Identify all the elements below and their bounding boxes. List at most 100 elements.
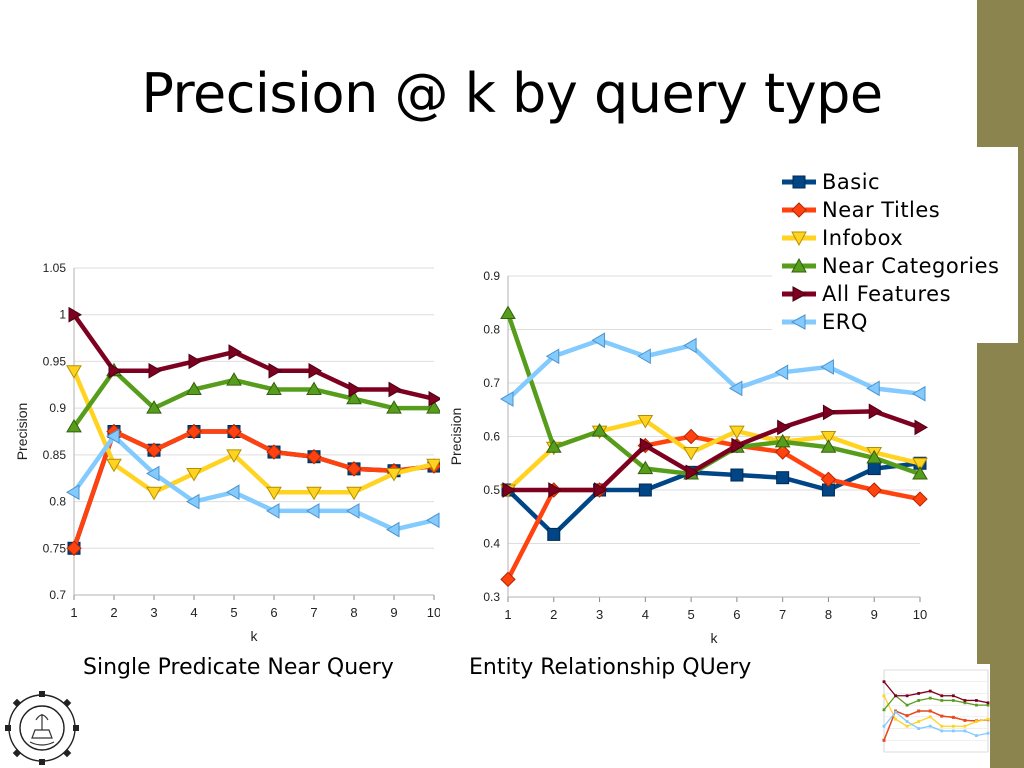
y-tick-label-right: 0.5	[483, 483, 500, 497]
series-line-basic-right	[506, 461, 921, 537]
legend-item-basic: Basic	[782, 168, 880, 196]
data-point-erq-left	[266, 503, 280, 519]
legend-marker-erq	[782, 314, 816, 330]
x-tick-label-left: 9	[390, 605, 397, 620]
x-tick-label-left: 10	[427, 605, 440, 620]
series-line-erq-left	[72, 433, 435, 532]
data-point-erq-left	[186, 493, 200, 510]
data-point-all-features-left	[428, 390, 440, 407]
data-point-erq-left	[426, 512, 440, 529]
thumbnail-point-all-features	[882, 680, 886, 684]
x-tick-label-left: 8	[350, 605, 357, 620]
thumbnail-point-infobox	[986, 717, 990, 721]
x-tick-label-right: 9	[871, 607, 878, 622]
y-tick-label-right: 0.4	[483, 537, 500, 551]
data-point-near-categories-left	[226, 372, 242, 386]
y-tick-label-left: 1	[59, 308, 66, 322]
legend-label-near-categories: Near Categories	[822, 254, 1000, 278]
data-point-all-features-right	[822, 404, 837, 421]
data-point-infobox-left	[66, 365, 82, 379]
y-tick-label-left: 0.9	[49, 401, 66, 415]
series-line-near-titles-left	[71, 429, 435, 550]
thumbnail-point-all-features	[986, 701, 990, 705]
legend-label-basic: Basic	[822, 170, 881, 194]
thumbnail-series-near-categories	[883, 694, 988, 711]
data-point-erq-left	[106, 428, 120, 445]
data-point-infobox-left	[386, 468, 402, 482]
thumbnail-series-infobox	[883, 695, 989, 727]
thumbnail-point-near-titles	[951, 715, 955, 719]
data-point-infobox-right	[820, 431, 837, 445]
x-tick-label-right: 5	[687, 607, 694, 622]
data-point-erq-left	[226, 484, 240, 501]
thumbnail-series-erq	[883, 711, 989, 737]
data-point-near-categories-right	[866, 449, 883, 464]
thumbnail-point-near-titles	[940, 714, 944, 718]
data-point-near-categories-left	[266, 381, 282, 395]
x-tick-label-right: 3	[596, 607, 603, 622]
data-point-near-titles-right	[912, 491, 928, 507]
x-tick-label-right: 8	[825, 607, 832, 622]
data-point-near-categories-right	[591, 423, 608, 437]
data-point-near-categories-left	[66, 418, 82, 433]
legend-marker-near-titles	[782, 202, 816, 218]
data-point-near-titles-right	[866, 482, 882, 498]
x-tick-label-left: 3	[150, 605, 157, 620]
series-line-erq-right	[506, 337, 921, 401]
data-point-erq-right	[591, 332, 606, 349]
y-tick-label-right: 0.6	[483, 430, 500, 444]
data-point-near-titles-left	[306, 449, 322, 465]
data-point-near-categories-right	[545, 439, 562, 453]
series-line-all-features-right	[508, 409, 921, 493]
thumbnail-point-infobox	[928, 715, 932, 719]
thumbnail-point-all-features	[917, 692, 921, 695]
thumbnail-point-near-categories	[917, 699, 921, 702]
legend-item-near-titles: Near Titles	[782, 196, 940, 224]
data-point-infobox-left	[346, 486, 362, 501]
legend-item-all-features: All Features	[782, 280, 951, 308]
data-point-all-features-left	[188, 353, 202, 370]
data-point-all-features-left	[388, 381, 402, 398]
x-axis-label-left: k	[251, 628, 259, 644]
data-point-all-features-left	[348, 381, 362, 398]
data-point-near-titles-right	[683, 428, 699, 445]
legend-label-all-features: All Features	[822, 282, 952, 306]
x-tick-label-left: 2	[110, 605, 117, 620]
chart-legend: Basic Near Titles Infobox Near Categorie…	[772, 147, 1018, 343]
data-point-all-features-left	[148, 362, 162, 379]
data-point-near-categories-right	[912, 465, 928, 480]
data-point-near-categories-right	[500, 305, 516, 319]
data-point-near-titles-left	[266, 444, 282, 460]
thumbnail-series-all-features	[883, 681, 989, 704]
thumbnail-point-infobox	[940, 724, 944, 728]
y-tick-label-left: 0.85	[43, 448, 67, 462]
data-point-erq-right	[683, 337, 697, 354]
data-point-erq-left	[346, 503, 360, 519]
legend-marker-near-categories	[782, 258, 816, 273]
thumbnail-point-near-titles	[882, 738, 886, 742]
data-point-all-features-right	[731, 437, 745, 454]
x-tick-label-right: 4	[642, 607, 649, 622]
data-point-all-features-left	[308, 362, 322, 379]
data-point-all-features-left	[268, 362, 282, 379]
y-tick-label-left: 1.05	[43, 261, 67, 275]
thumbnail-point-all-features	[928, 689, 932, 693]
thumbnail-point-infobox	[882, 694, 886, 698]
x-tick-label-left: 4	[190, 605, 197, 620]
data-point-all-features-left	[68, 306, 82, 323]
data-point-all-features-right	[685, 464, 700, 481]
thumbnail-point-infobox	[963, 724, 967, 728]
data-point-erq-right	[728, 380, 743, 397]
data-point-infobox-right	[637, 414, 654, 429]
x-tick-label-right: 10	[913, 607, 927, 622]
data-point-erq-left	[66, 484, 80, 501]
caption-entity-relationship: Entity Relationship QUery	[469, 655, 752, 680]
y-tick-label-left: 0.7	[49, 588, 66, 602]
data-point-near-titles-left	[346, 461, 362, 477]
data-point-all-features-left	[228, 344, 242, 360]
x-tick-label-left: 7	[310, 605, 317, 620]
data-point-infobox-left	[186, 468, 202, 482]
plot-area-left	[74, 268, 434, 595]
thumbnail-point-infobox	[917, 720, 921, 723]
data-point-basic-right	[730, 468, 744, 482]
